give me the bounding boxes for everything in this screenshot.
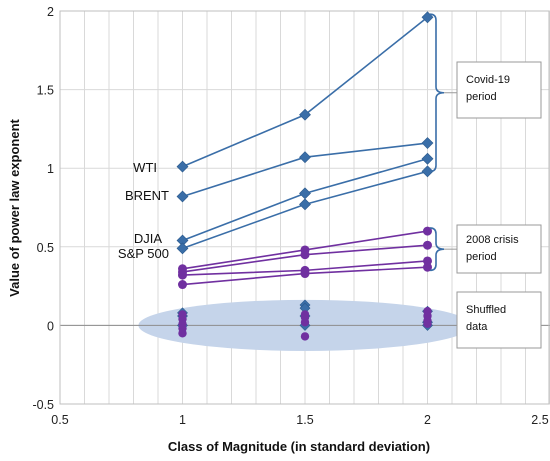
- data-point-diamond: [421, 152, 434, 165]
- annotation-box-shuffled: [456, 291, 542, 349]
- data-point-diamond: [176, 242, 189, 255]
- data-point-circle: [178, 270, 187, 280]
- y-tick-label: 2: [47, 5, 54, 19]
- x-tick-label: 2: [424, 413, 431, 427]
- curly-brace: [429, 227, 445, 272]
- x-tick-label: 2.5: [531, 413, 548, 427]
- markers-group: [176, 11, 434, 341]
- data-point-diamond: [421, 165, 434, 178]
- y-axis-title: Value of power law exponent: [7, 118, 22, 296]
- data-point-diamond: [299, 151, 311, 164]
- series-labels: WTI BRENT DJIA S&P 500: [118, 160, 169, 261]
- data-point-diamond: [421, 137, 434, 149]
- data-point-circle: [423, 226, 432, 236]
- annotation-box-covid: [456, 61, 542, 119]
- braces-group: [429, 13, 457, 272]
- annotation-box-crisis: [456, 224, 542, 274]
- data-point-circle: [423, 262, 432, 272]
- data-point-diamond: [299, 108, 311, 121]
- annotation-shuffled-line2: data: [466, 321, 488, 333]
- annotation-crisis-line2: period: [466, 251, 497, 263]
- series-label-djia: DJIA: [134, 231, 163, 246]
- annotation-crisis-line1: 2008 crisis: [466, 234, 519, 246]
- y-tick-label: 1: [47, 162, 54, 176]
- series-label-wti: WTI: [133, 160, 157, 175]
- x-tick-label: 0.5: [51, 413, 68, 427]
- plot-border: [59, 10, 550, 405]
- data-point-circle: [423, 240, 432, 250]
- series-label-brent: BRENT: [125, 188, 169, 203]
- y-tick-label: 0: [47, 319, 54, 333]
- annotation-covid-line2: period: [466, 91, 497, 103]
- annotation-covid-line1: Covid-19: [466, 74, 510, 86]
- data-point-diamond: [299, 187, 311, 200]
- series-label-sp500: S&P 500: [118, 246, 169, 261]
- data-point-diamond: [176, 190, 189, 203]
- data-point-circle: [300, 269, 310, 279]
- data-point-diamond: [299, 198, 311, 211]
- data-point-circle: [300, 250, 310, 260]
- data-point-circle: [300, 318, 310, 327]
- x-tick-label: 1: [179, 413, 186, 427]
- data-point-circle: [178, 329, 187, 338]
- annotation-boxes: Covid-19 period 2008 crisis period Shuff…: [456, 61, 542, 349]
- annotation-shuffled-line1: Shuffled: [466, 304, 506, 316]
- x-axis-title: Class of Magnitude (in standard deviatio…: [168, 439, 430, 454]
- data-point-circle: [423, 256, 432, 266]
- y-tick-label: -0.5: [32, 398, 54, 412]
- curly-brace: [429, 13, 445, 173]
- data-point-diamond: [176, 160, 189, 173]
- data-point-circle: [423, 319, 432, 329]
- y-tick-label: 1.5: [37, 84, 54, 98]
- data-point-circle: [178, 280, 187, 290]
- data-point-circle: [300, 332, 310, 341]
- x-tick-label: 1.5: [296, 413, 313, 427]
- y-tick-label: 0.5: [37, 241, 54, 255]
